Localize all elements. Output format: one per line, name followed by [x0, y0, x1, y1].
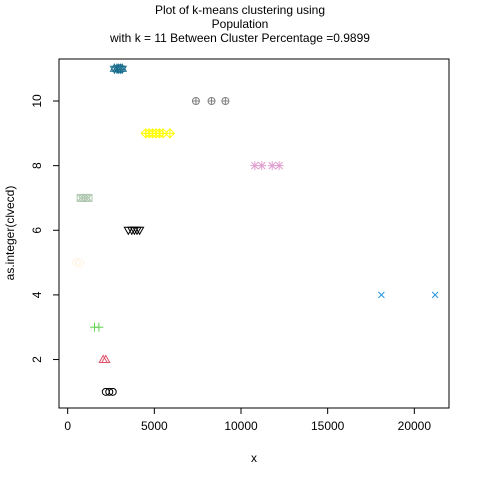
- data-point-cluster-8: [274, 161, 284, 171]
- axis-ticks: 0 5000 10000 15000 20000 2 4 6 8 10: [30, 94, 431, 433]
- data-point-cluster-1: [105, 387, 114, 396]
- x-tick-label: 15000: [311, 419, 345, 433]
- data-point-cluster-11: [117, 63, 128, 75]
- x-axis-label: x: [251, 451, 257, 465]
- y-tick-label: 4: [30, 291, 44, 298]
- data-point-cluster-4: [378, 291, 385, 299]
- x-tick-label: 0: [64, 419, 71, 433]
- data-points: [71, 63, 439, 396]
- x-tick-label: 5000: [141, 419, 168, 433]
- chart-title-line-2: Population: [211, 17, 269, 31]
- data-point-cluster-6: [134, 226, 145, 236]
- data-point-cluster-3: [94, 322, 104, 332]
- data-point-cluster-10: [221, 97, 230, 106]
- data-point-cluster-7: [84, 193, 93, 202]
- chart-title-line-3: with k = 11 Between Cluster Percentage =…: [110, 31, 370, 45]
- y-axis-label: as.integer(clvecd): [3, 186, 17, 281]
- data-point-cluster-8: [257, 161, 267, 171]
- plot-area-frame: [58, 58, 450, 409]
- data-point-cluster-10: [207, 97, 216, 106]
- data-point-cluster-4: [431, 291, 439, 299]
- y-tick-label: 8: [30, 162, 44, 169]
- data-point-cluster-5: [71, 257, 82, 268]
- y-tick-label: 2: [30, 356, 44, 363]
- x-tick-label: 10000: [224, 419, 258, 433]
- data-point-cluster-1: [108, 387, 117, 396]
- chart-title-line-1: Plot of k-means clustering using: [154, 3, 326, 17]
- y-tick-label: 10: [30, 94, 44, 108]
- y-tick-label: 6: [30, 227, 44, 234]
- data-point-cluster-2: [100, 354, 111, 364]
- data-point-cluster-9: [164, 128, 176, 139]
- data-point-cluster-10: [191, 97, 200, 106]
- data-point-cluster-5: [74, 257, 86, 268]
- x-tick-label: 20000: [398, 419, 432, 433]
